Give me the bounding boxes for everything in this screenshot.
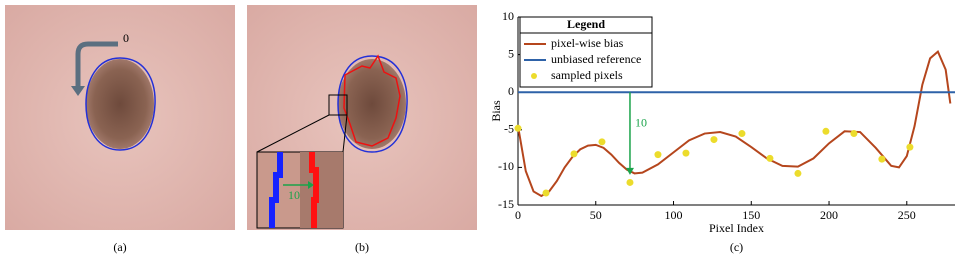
sampled-point (906, 143, 914, 151)
zoom-line (256, 114, 330, 153)
contour (85, 57, 156, 151)
sampled-point (542, 189, 550, 197)
sampled-point (626, 178, 634, 186)
x-tick-label: 100 (665, 208, 683, 222)
caption: (a) (113, 240, 126, 254)
sampled-point (794, 169, 802, 177)
legend-label: sampled pixels (551, 68, 623, 82)
arrow (75, 41, 118, 86)
x-tick-label: 200 (820, 208, 838, 222)
zoom-lesion (300, 152, 343, 228)
sampled-point (766, 154, 774, 162)
caption: (b) (355, 240, 369, 254)
zoom-biased-contour (309, 152, 319, 228)
zoom-line (342, 114, 348, 153)
zoom-box (328, 94, 348, 116)
sampled-point (710, 136, 718, 144)
annotation: 0 (123, 31, 129, 45)
y-tick-label: 10 (502, 9, 514, 23)
legend-label: unbiased reference (551, 52, 641, 66)
annotation-arrow-head (625, 167, 634, 175)
x-tick-label: 250 (898, 208, 916, 222)
annotation: 10 (288, 188, 300, 202)
lesion (338, 59, 406, 149)
panel-b: 10 (b) (247, 5, 477, 254)
y-tick-label: 5 (508, 46, 514, 60)
sampled-point (654, 151, 662, 159)
zoom-arrow-head (308, 181, 314, 189)
biased-contour (343, 54, 401, 147)
annotation: 10 (635, 115, 647, 129)
sampled-point (570, 150, 578, 158)
zoom-contour (269, 152, 283, 228)
lesion (86, 59, 154, 149)
sampled-point (850, 130, 858, 138)
series-line (517, 49, 952, 198)
x-axis-label: Pixel Index (709, 221, 764, 235)
legend-swatch (531, 73, 537, 79)
y-tick-label: -5 (504, 122, 514, 136)
y-tick-label: 0 (508, 84, 514, 98)
legend-box (519, 16, 653, 88)
x-tick-label: 50 (590, 208, 602, 222)
caption: (c) (730, 240, 743, 254)
y-tick-label: -10 (498, 159, 514, 173)
contour (337, 55, 408, 153)
y-tick-label: -15 (498, 197, 514, 211)
sampled-point (738, 130, 746, 138)
legend-title: Legend (567, 17, 605, 31)
arrow-head (71, 86, 85, 96)
panel-a: 0 (a) (5, 5, 235, 254)
x-tick-label: 0 (515, 208, 521, 222)
legend-label: pixel-wise bias (551, 36, 624, 50)
y-axis-label: Bias (489, 100, 503, 122)
x-tick-label: 150 (742, 208, 760, 222)
sampled-point (878, 155, 886, 163)
sampled-point (514, 124, 522, 132)
sampled-point (598, 138, 606, 146)
sampled-point (682, 149, 690, 157)
sampled-point (822, 127, 830, 135)
